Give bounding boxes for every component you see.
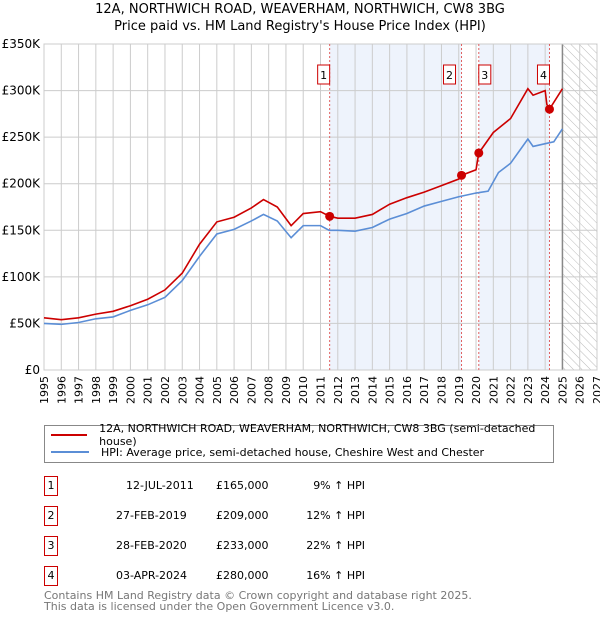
x-tick-label: 2007 xyxy=(245,376,258,404)
sale-label-box xyxy=(443,64,457,85)
footer-licence: This data is licensed under the Open Gov… xyxy=(44,600,395,613)
sale-hpi-diff: 22% ↑ HPI xyxy=(306,539,365,552)
sale-point xyxy=(457,170,467,180)
sale-point xyxy=(544,104,554,114)
x-tick-label: 1999 xyxy=(107,376,120,404)
legend-label: 12A, NORTHWICH ROAD, WEAVERHAM, NORTHWIC… xyxy=(99,422,536,448)
sale-marker-badge: 1 xyxy=(44,476,58,496)
x-tick-label: 2002 xyxy=(159,376,172,404)
sale-label: 1 xyxy=(320,69,327,82)
x-tick-label: 2000 xyxy=(124,376,137,404)
sale-label-box xyxy=(317,64,331,85)
x-tick-label: 2017 xyxy=(418,376,431,404)
x-tick-label: 2024 xyxy=(539,376,552,404)
red-line-swatch xyxy=(51,434,88,436)
y-tick-label: £300K xyxy=(2,84,42,98)
sale-date: 28-FEB-2020 xyxy=(116,539,187,552)
chart-title: 12A, NORTHWICH ROAD, WEAVERHAM, NORTHWIC… xyxy=(95,2,505,17)
x-tick-label: 2011 xyxy=(315,376,328,404)
y-tick-label: £350K xyxy=(2,37,42,51)
hpi-line xyxy=(43,128,564,326)
footer-copyright: Contains HM Land Registry data © Crown c… xyxy=(44,589,472,602)
sale-date: 12-JUL-2011 xyxy=(126,479,194,492)
x-tick-label: 2012 xyxy=(332,376,345,404)
sale-price: £280,000 xyxy=(216,569,269,582)
sale-point xyxy=(325,211,335,221)
x-tick-label: 2019 xyxy=(453,376,466,404)
x-tick-label: 2005 xyxy=(211,376,224,404)
x-tick-label: 1997 xyxy=(73,376,86,404)
y-tick-label: £50K xyxy=(9,316,41,330)
x-tick-label: 2003 xyxy=(176,376,189,404)
legend-label: HPI: Average price, semi-detached house,… xyxy=(101,445,485,459)
sale-hpi-diff: 16% ↑ HPI xyxy=(306,569,365,582)
x-tick-label: 2014 xyxy=(366,376,379,404)
sale-label-box xyxy=(536,64,550,85)
x-tick-label: 2010 xyxy=(297,376,310,404)
x-tick-label: 2021 xyxy=(487,376,500,404)
sale-row: 1 12-JUL-2011 £165,000 9% ↑ HPI xyxy=(44,476,564,496)
sale-row: 4 03-APR-2024 £280,000 16% ↑ HPI xyxy=(44,566,564,586)
x-tick-label: 2026 xyxy=(574,376,587,404)
sale-label-box xyxy=(478,64,492,85)
sale-label: 2 xyxy=(446,69,453,82)
sale-marker-badge: 2 xyxy=(44,506,58,526)
shaded-period xyxy=(329,44,462,370)
x-tick-label: 2013 xyxy=(349,376,362,404)
sale-hpi-diff: 12% ↑ HPI xyxy=(306,509,365,522)
blue-line-swatch xyxy=(51,451,89,453)
legend-item-hpi: HPI: Average price, semi-detached house,… xyxy=(51,444,484,460)
shaded-period xyxy=(478,44,550,370)
x-tick-label: 2015 xyxy=(384,376,397,404)
x-tick-label: 1998 xyxy=(90,376,103,404)
y-tick-label: £0 xyxy=(25,363,40,377)
x-tick-label: 1995 xyxy=(38,376,51,404)
sale-row: 2 27-FEB-2019 £209,000 12% ↑ HPI xyxy=(44,506,564,526)
plot-frame xyxy=(43,43,598,371)
x-tick-label: 2001 xyxy=(142,376,155,404)
x-tick-label: 2023 xyxy=(522,376,535,404)
sale-price: £209,000 xyxy=(216,509,269,522)
x-tick-label: 2006 xyxy=(228,376,241,404)
y-tick-label: £250K xyxy=(2,130,42,144)
legend-item-property: 12A, NORTHWICH ROAD, WEAVERHAM, NORTHWIC… xyxy=(51,422,553,448)
y-tick-label: £200K xyxy=(2,177,42,191)
sale-marker-badge: 3 xyxy=(44,536,58,556)
legend: 12A, NORTHWICH ROAD, WEAVERHAM, NORTHWIC… xyxy=(44,422,554,463)
price-chart: 1995 1996 1997 1998 1999 2000 2001 2002 2003 2004… xyxy=(2,37,600,404)
sale-row: 3 28-FEB-2020 £233,000 22% ↑ HPI xyxy=(44,536,564,556)
sale-hpi-diff: 9% ↑ HPI xyxy=(313,479,365,492)
x-tick-label: 1996 xyxy=(55,376,68,404)
x-tick-label: 2020 xyxy=(470,376,483,404)
sale-label: 4 xyxy=(540,69,547,82)
sale-point xyxy=(474,148,484,158)
x-tick-label: 2016 xyxy=(401,376,414,404)
x-tick-label: 2022 xyxy=(505,376,518,404)
sale-label: 3 xyxy=(481,69,488,82)
x-tick-label: 2025 xyxy=(556,376,569,404)
x-tick-label: 2018 xyxy=(435,376,448,404)
x-tick-label: 2009 xyxy=(280,376,293,404)
chart-subtitle: Price paid vs. HM Land Registry's House … xyxy=(114,19,486,34)
x-tick-label: 2008 xyxy=(263,376,276,404)
sale-price: £233,000 xyxy=(216,539,269,552)
footer: Contains HM Land Registry data © Crown c… xyxy=(44,590,472,612)
sale-date: 27-FEB-2019 xyxy=(116,509,187,522)
sale-date: 03-APR-2024 xyxy=(116,569,188,582)
x-tick-label: 2027 xyxy=(591,376,600,404)
sale-marker-badge: 4 xyxy=(44,566,58,586)
x-tick-label: 2004 xyxy=(194,376,207,404)
sale-price: £165,000 xyxy=(216,479,269,492)
y-tick-label: £150K xyxy=(2,223,42,237)
y-tick-label: £100K xyxy=(2,270,42,284)
